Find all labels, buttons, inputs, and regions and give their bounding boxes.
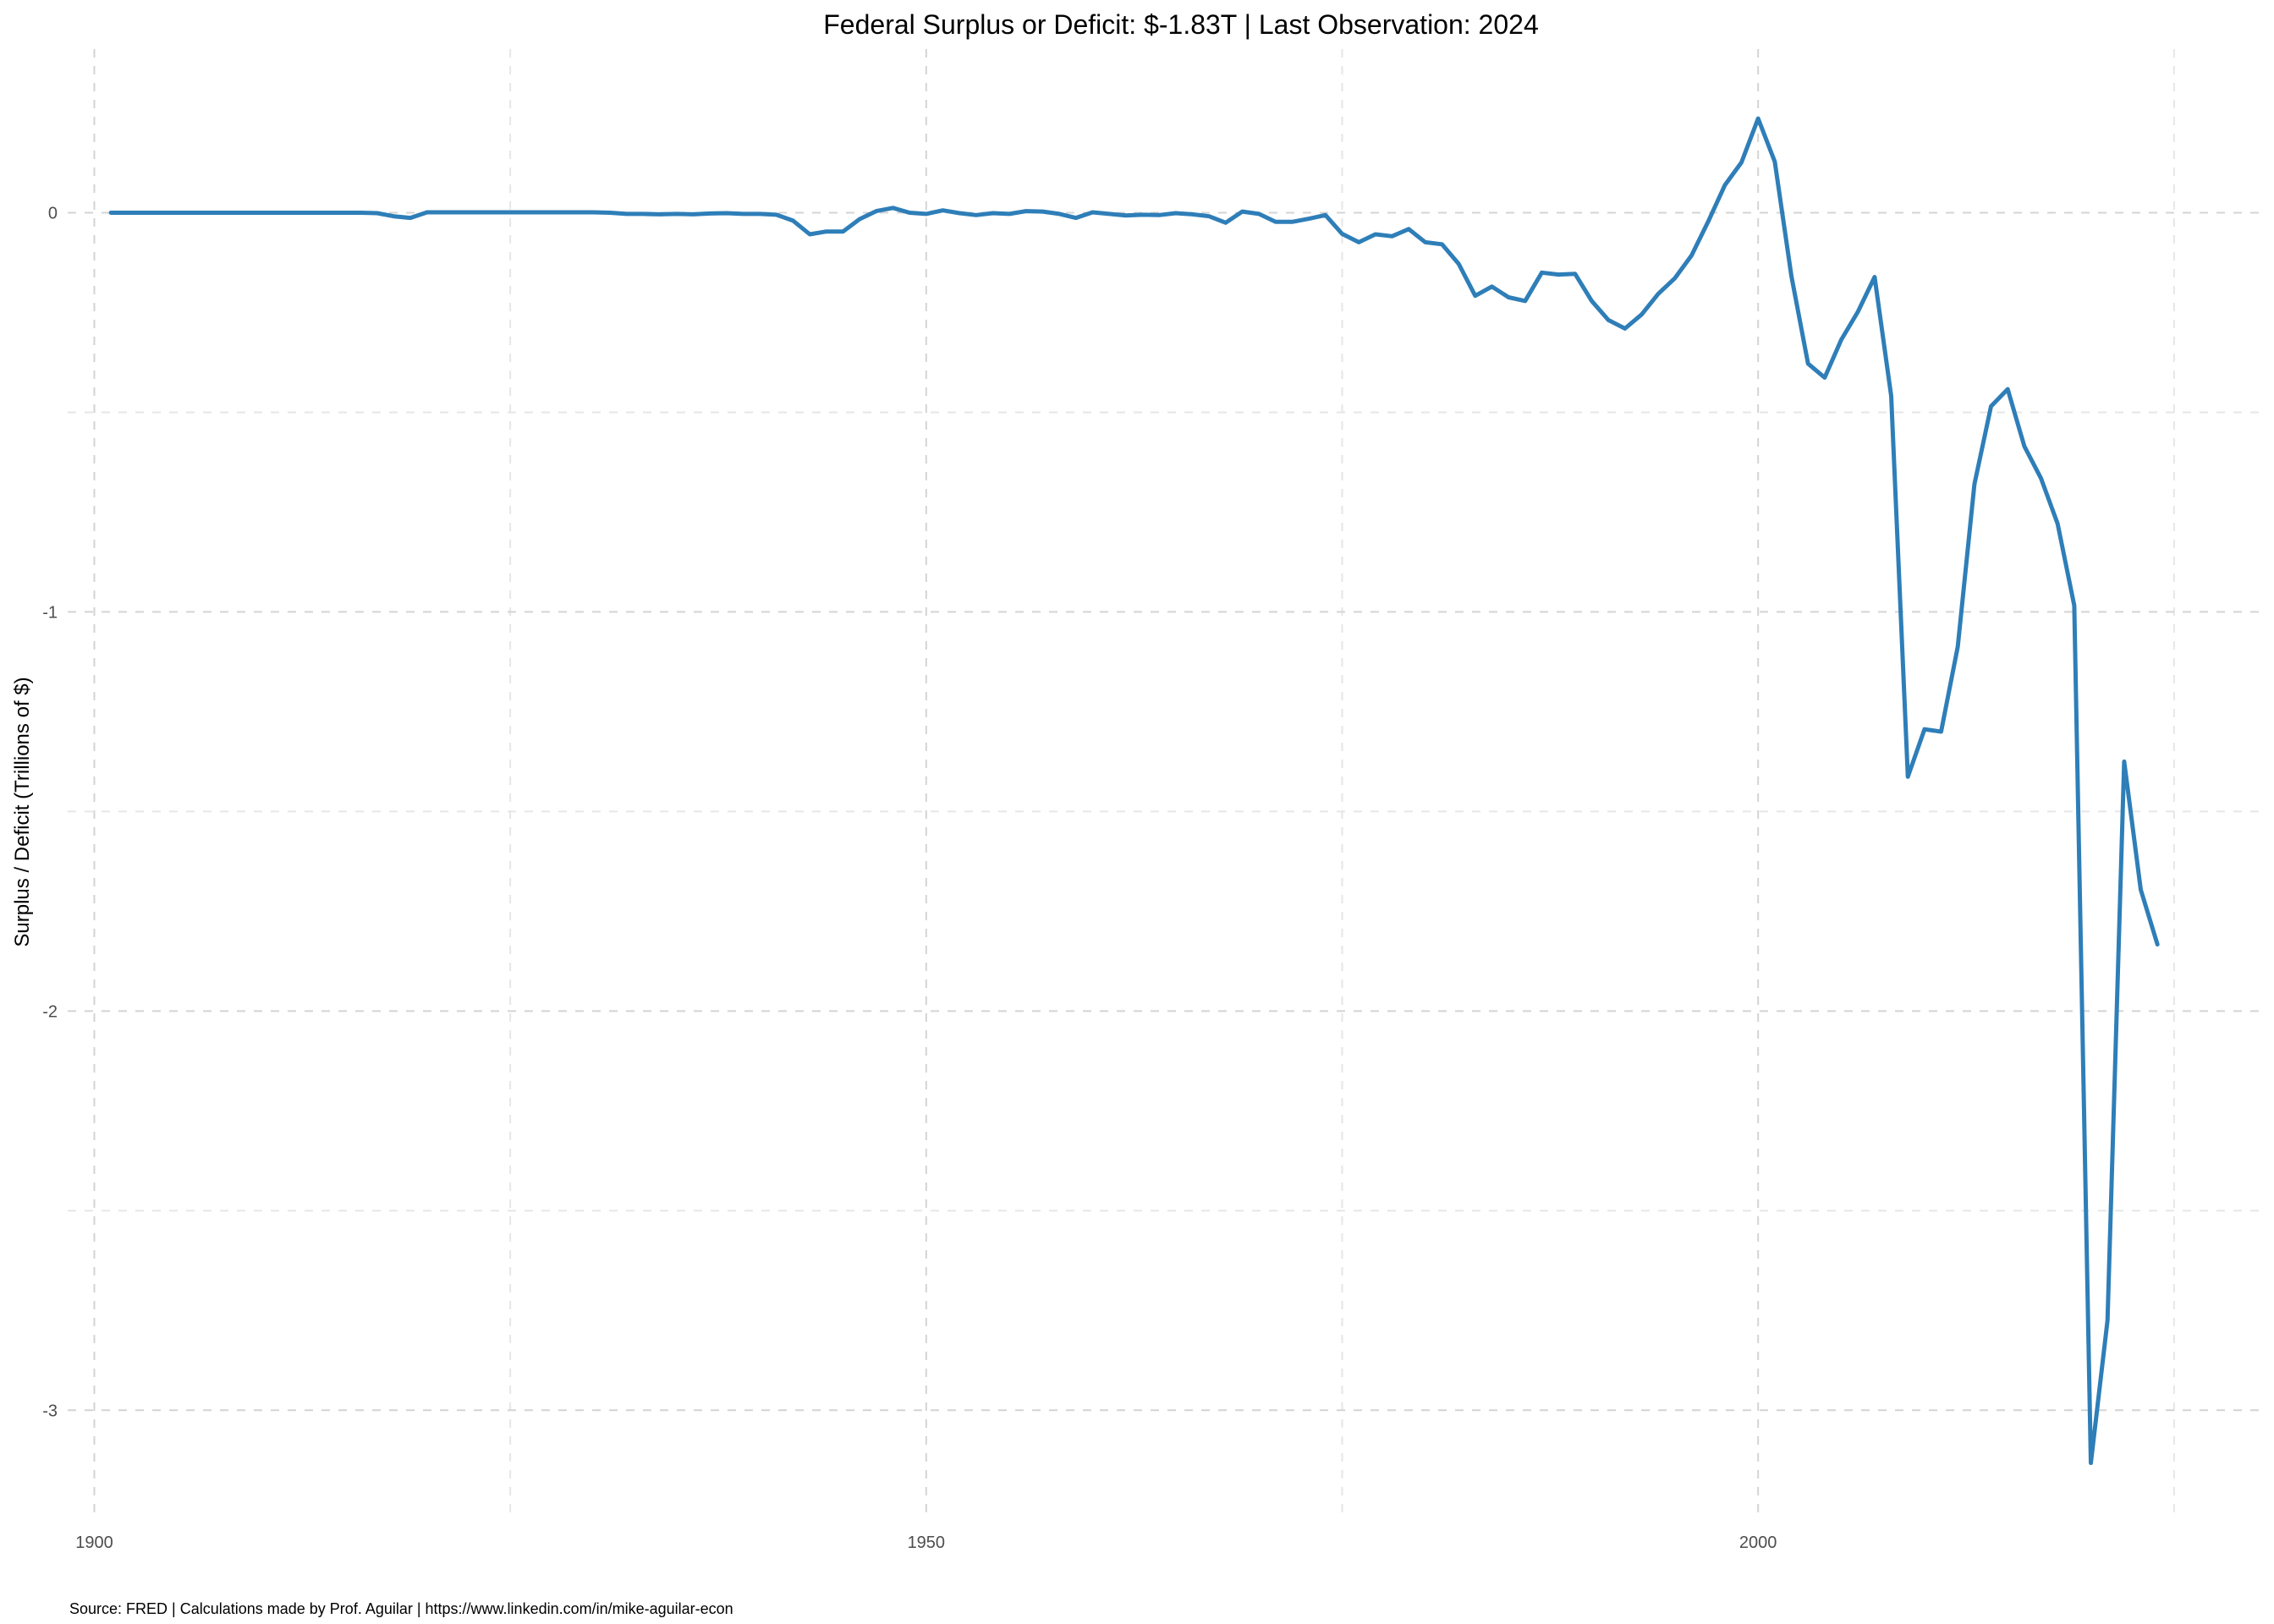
y-tick-label: -1 [42, 603, 58, 622]
gridlines [68, 49, 2267, 1514]
y-tick-label: -2 [42, 1002, 58, 1021]
x-tick-label: 1950 [908, 1533, 946, 1552]
series-layer [108, 116, 2160, 1466]
x-axis-ticks: 1900 1950 2000 [75, 1533, 1777, 1552]
y-tick-label: -3 [42, 1402, 58, 1420]
y-axis-ticks: 0 -1 -2 -3 [42, 204, 58, 1420]
y-axis-label: Surplus / Deficit (Trillions of $) [11, 677, 34, 946]
caption: Source: FRED | Calculations made by Prof… [69, 1600, 733, 1617]
x-tick-label: 2000 [1739, 1533, 1777, 1552]
x-tick-label: 1900 [75, 1533, 113, 1552]
series-line [108, 116, 2160, 1466]
chart-title: Federal Surplus or Deficit: $-1.83T | La… [823, 9, 1538, 40]
y-tick-label: 0 [48, 204, 58, 222]
